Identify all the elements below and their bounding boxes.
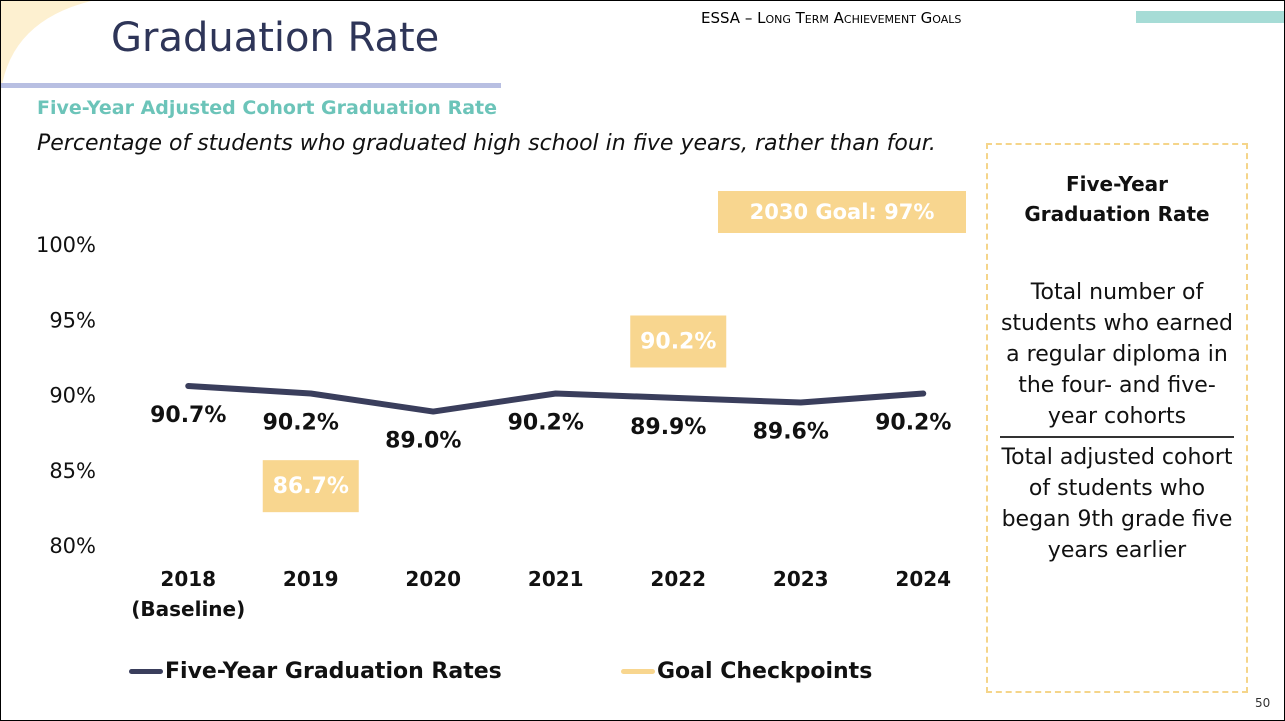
data-label: 89.6% — [753, 420, 829, 445]
data-label: 89.9% — [630, 415, 706, 440]
data-label: 90.2% — [508, 410, 584, 435]
y-tick-label: 100% — [36, 233, 96, 257]
denominator: Total adjusted cohort of students who be… — [1001, 445, 1233, 563]
title-rule — [1, 83, 501, 88]
data-label: 90.7% — [150, 403, 226, 428]
numerator: Total number of students who earned a re… — [1000, 277, 1234, 438]
x-tick-label: 2023 — [772, 567, 829, 591]
goal-checkpoint — [262, 460, 359, 513]
formula-box: Five-Year Graduation Rate Total number o… — [986, 143, 1248, 693]
y-tick-label: 85% — [49, 459, 96, 483]
annotation-box — [718, 191, 966, 233]
annotation: 2030 Goal: 97% — [750, 200, 935, 224]
x-tick-label: 2021 — [527, 567, 584, 591]
legend-swatch — [621, 669, 655, 674]
chart-title: Five-Year Adjusted Cohort Graduation Rat… — [37, 97, 497, 119]
y-tick-label: 90% — [49, 384, 96, 408]
goal-checkpoint — [630, 315, 727, 368]
legend-label: Goal Checkpoints — [657, 659, 873, 684]
checkpoint-label: 86.7% — [273, 474, 349, 499]
formula-title: Five-Year Graduation Rate — [1024, 172, 1210, 226]
x-tick-label: 2018 (Baseline) — [131, 567, 246, 621]
y-tick-label: 95% — [49, 308, 96, 332]
y-tick-label: 80% — [49, 534, 96, 558]
page-number: 50 — [1255, 696, 1271, 710]
legend-item: Goal Checkpoints — [621, 659, 872, 684]
section-bar — [1136, 11, 1284, 23]
section-label: ESSA – Long Term Achievement Goals — [701, 9, 962, 27]
legend-label: Five-Year Graduation Rates — [165, 659, 502, 684]
line — [185, 382, 927, 415]
data-label: 90.2% — [875, 410, 951, 435]
legend-item: Five-Year Graduation Rates — [129, 659, 502, 684]
x-tick-label: 2019 — [282, 567, 339, 591]
data-label: 89.0% — [385, 429, 461, 454]
corner-decoration — [1, 1, 91, 91]
x-tick-label: 2020 — [405, 567, 462, 591]
slide-title: Graduation Rate — [111, 15, 440, 61]
data-label: 90.2% — [263, 410, 339, 435]
chart-subtitle: Percentage of students who graduated hig… — [37, 131, 936, 156]
x-tick-label: 2024 — [895, 567, 952, 591]
chart: 2030 Goal: 97% 80% 85% 90% 95% 100% 90.7% 90.2… — [36, 191, 966, 558]
checkpoint-label: 90.2% — [640, 329, 716, 354]
x-tick-label: 2022 — [650, 567, 707, 591]
legend-swatch — [129, 669, 163, 674]
